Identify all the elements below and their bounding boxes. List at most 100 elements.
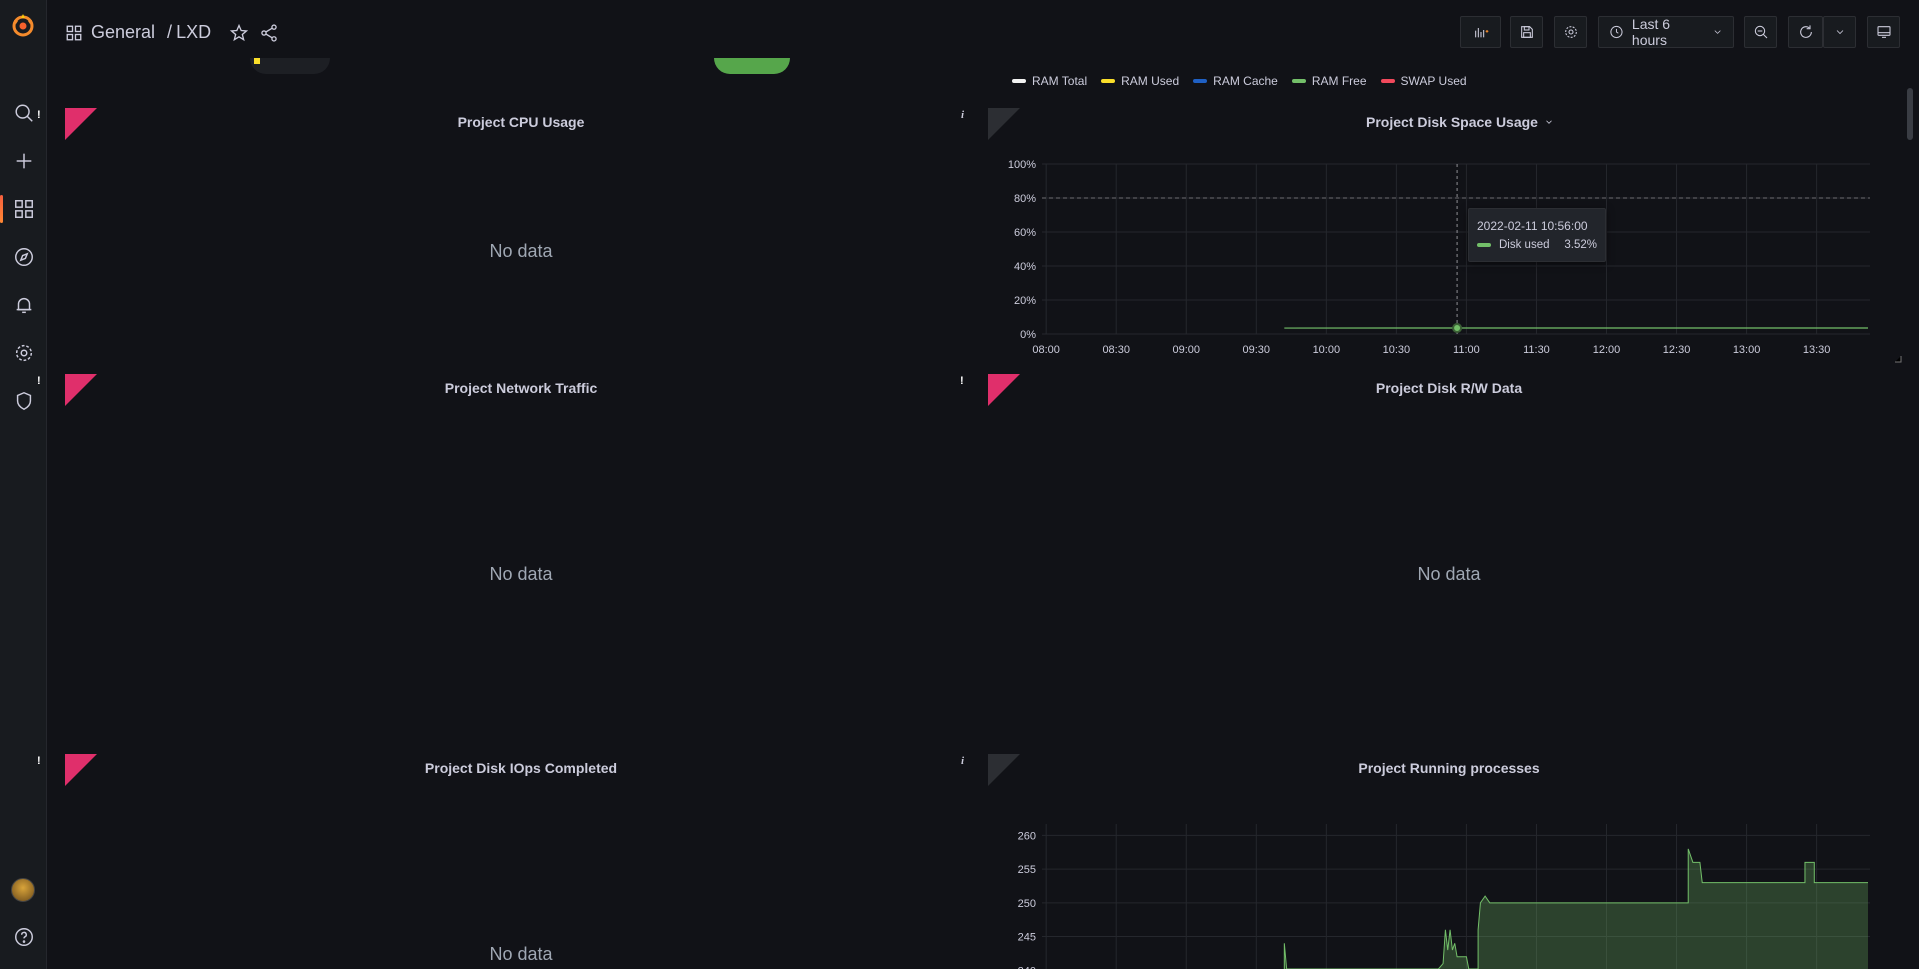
panel-info-indicator[interactable]: i bbox=[961, 754, 1020, 786]
shield-icon bbox=[16, 391, 31, 411]
no-data-text: No data bbox=[1417, 564, 1481, 584]
no-data-text: No data bbox=[489, 564, 553, 584]
gear-icon bbox=[1564, 26, 1577, 38]
panel-disk-iops: ! Project Disk IOps Completed No data bbox=[37, 746, 995, 969]
x-tick-label: 09:30 bbox=[1243, 344, 1271, 356]
dashboards-grid-icon bbox=[14, 200, 33, 218]
bell-icon bbox=[16, 297, 31, 314]
tooltip-value: 3.52% bbox=[1564, 239, 1597, 251]
legend-item[interactable]: RAM Total bbox=[1012, 74, 1087, 88]
panel-network-traffic: ! Project Network Traffic No data bbox=[37, 366, 995, 736]
plus-icon bbox=[16, 153, 31, 169]
y-tick-label: 40% bbox=[1014, 261, 1036, 273]
data-point bbox=[1452, 323, 1463, 334]
save-dashboard-button[interactable] bbox=[1510, 16, 1543, 48]
configuration-nav-item[interactable] bbox=[0, 333, 47, 373]
time-range-picker[interactable]: Last 6 hours bbox=[1598, 16, 1734, 48]
no-data-text: No data bbox=[489, 241, 553, 261]
breadcrumb: General / LXD bbox=[65, 22, 279, 43]
legend-label: RAM Cache bbox=[1213, 74, 1278, 88]
server-admin-nav-item[interactable] bbox=[0, 381, 47, 421]
help-icon bbox=[14, 928, 33, 946]
refresh-interval-dropdown[interactable] bbox=[1823, 16, 1856, 48]
panel-disk-rw: ! Project Disk R/W Data No data bbox=[960, 366, 1918, 736]
refresh-button[interactable] bbox=[1788, 16, 1823, 48]
legend-item[interactable]: SWAP Used bbox=[1380, 74, 1467, 88]
running-processes-chart[interactable]: 240 245 250 255 260 bbox=[990, 806, 1880, 969]
panel-title[interactable]: Project CPU Usage bbox=[457, 114, 585, 130]
panel-error-indicator[interactable]: ! bbox=[37, 754, 97, 786]
legend-item[interactable]: RAM Free bbox=[1291, 74, 1367, 88]
dashboards-nav-item[interactable] bbox=[0, 189, 47, 229]
x-tick-label: 08:30 bbox=[1102, 344, 1130, 356]
explore-nav-item[interactable] bbox=[0, 237, 47, 277]
gear-icon bbox=[15, 344, 32, 362]
panel-title[interactable]: Project Running processes bbox=[1358, 760, 1540, 776]
save-icon bbox=[1520, 26, 1533, 38]
panel-title[interactable]: Project Disk IOps Completed bbox=[424, 760, 618, 776]
share-icon[interactable] bbox=[259, 23, 279, 43]
no-data-text: No data bbox=[489, 944, 553, 964]
tooltip-series: Disk used bbox=[1499, 239, 1550, 251]
chart-tooltip: 2022-02-11 10:56:00 Disk used 3.52% bbox=[1468, 208, 1606, 262]
y-tick-label: 250 bbox=[1018, 898, 1036, 910]
panel-error-indicator[interactable]: ! bbox=[37, 108, 97, 140]
y-tick-label: 0% bbox=[1020, 329, 1036, 341]
series-area bbox=[1284, 848, 1868, 969]
legend-swatch bbox=[1291, 79, 1306, 83]
search-icon bbox=[14, 104, 33, 122]
legend-item[interactable]: RAM Used bbox=[1101, 74, 1179, 88]
disk-space-chart[interactable]: 0% 20% 40% 60% 80% 100% 08:00 08:30 09:00 09:30 10… bbox=[990, 150, 1880, 365]
compass-icon bbox=[14, 248, 33, 266]
legend-label: RAM Used bbox=[1121, 74, 1180, 88]
x-tick-label: 13:30 bbox=[1803, 344, 1831, 356]
refresh-icon bbox=[1799, 25, 1812, 38]
zoom-out-button[interactable] bbox=[1744, 16, 1777, 48]
panel-title[interactable]: Project Disk R/W Data bbox=[1375, 380, 1523, 396]
zoom-out-icon bbox=[1754, 25, 1767, 39]
breadcrumb-dashboard[interactable]: LXD bbox=[176, 22, 212, 42]
x-tick-label: 09:00 bbox=[1172, 344, 1200, 356]
y-tick-label: 260 bbox=[1018, 830, 1036, 842]
legend-label: RAM Total bbox=[1032, 74, 1088, 88]
panel-title[interactable]: Project Network Traffic bbox=[444, 380, 598, 396]
series-line bbox=[1283, 848, 1868, 969]
add-panel-button[interactable] bbox=[1460, 16, 1501, 48]
tooltip-time: 2022-02-11 10:56:00 bbox=[1477, 219, 1588, 233]
search-nav-item[interactable] bbox=[0, 93, 47, 133]
star-icon[interactable] bbox=[229, 23, 249, 43]
help-nav-item[interactable] bbox=[0, 917, 47, 957]
legend-item[interactable]: RAM Cache bbox=[1193, 74, 1278, 88]
legend-swatch bbox=[1380, 79, 1395, 83]
dashboard-grid-icon bbox=[66, 25, 82, 40]
panel-title[interactable]: Project Disk Space Usage bbox=[1366, 114, 1554, 130]
y-tick-label: 60% bbox=[1014, 227, 1036, 239]
dashboard-settings-button[interactable] bbox=[1554, 16, 1587, 48]
scrollbar[interactable] bbox=[1907, 88, 1913, 140]
gauge-remnant-left bbox=[250, 58, 330, 74]
grafana-logo-icon[interactable] bbox=[10, 12, 36, 38]
time-range-label: Last 6 hours bbox=[1631, 16, 1671, 48]
monitor-icon bbox=[1876, 26, 1891, 38]
x-tick-label: 11:00 bbox=[1453, 344, 1480, 356]
alerting-nav-item[interactable] bbox=[0, 285, 47, 325]
y-tick-label: 255 bbox=[1018, 864, 1036, 876]
x-tick-label: 12:30 bbox=[1663, 344, 1691, 356]
legend-swatch bbox=[1193, 79, 1208, 83]
panel-error-indicator[interactable]: ! bbox=[960, 374, 1020, 406]
x-tick-label: 12:00 bbox=[1593, 344, 1621, 356]
legend-label: SWAP Used bbox=[1400, 74, 1467, 88]
x-tick-label: 13:00 bbox=[1733, 344, 1761, 356]
avatar[interactable] bbox=[11, 878, 35, 902]
top-bar: General / LXD Last 6 hours bbox=[47, 0, 1919, 66]
panel-error-indicator[interactable]: ! bbox=[37, 374, 97, 406]
y-tick-label: 20% bbox=[1014, 295, 1036, 307]
panel-title-text: Project Disk Space Usage bbox=[1366, 114, 1538, 130]
tv-mode-button[interactable] bbox=[1867, 16, 1900, 48]
chevron-down-icon bbox=[1714, 30, 1721, 34]
create-nav-item[interactable] bbox=[0, 141, 47, 181]
resize-handle-icon[interactable] bbox=[1894, 355, 1902, 363]
breadcrumb-folder[interactable]: General bbox=[91, 22, 156, 42]
tooltip-swatch bbox=[1477, 243, 1491, 247]
x-tick-label: 08:00 bbox=[1032, 344, 1060, 356]
